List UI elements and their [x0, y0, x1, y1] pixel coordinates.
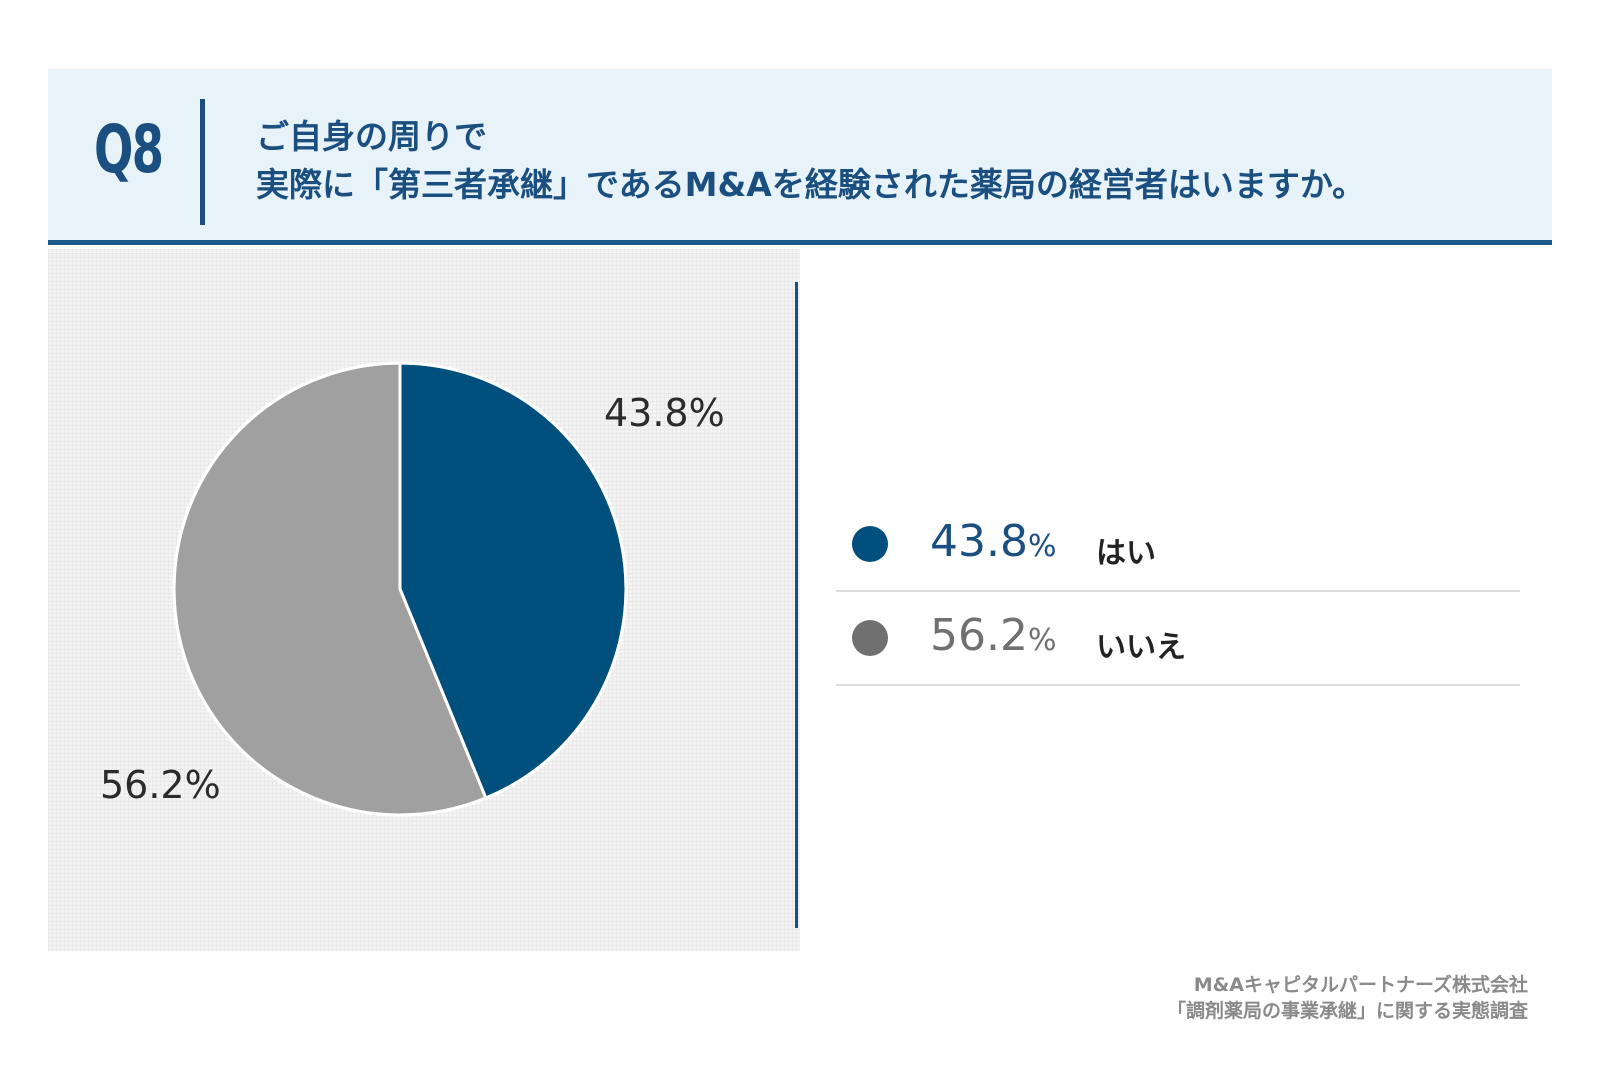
legend-value-no: 56.2	[930, 610, 1028, 661]
legend-label-no: いいえ	[1096, 630, 1186, 665]
legend-dot-no	[852, 620, 888, 656]
legend-percent-no: 56.2%	[930, 610, 1056, 661]
legend-unit-no: %	[1027, 623, 1057, 658]
question-header: Q8 ご自身の周りで 実際に「第三者承継」であるM&Aを経験された薬局の経営者は…	[48, 69, 1552, 245]
pie-outline	[172, 361, 628, 817]
legend-dot-yes	[852, 526, 888, 562]
source-credit: M&Aキャピタルパートナーズ株式会社 「調剤薬局の事業承継」に関する実態調査	[1167, 972, 1528, 1024]
legend-item-no: 56.2% いいえ	[836, 592, 1520, 686]
slice-label-no: 56.2%	[100, 763, 221, 807]
legend-value-yes: 43.8	[930, 516, 1028, 567]
question-title: ご自身の周りで 実際に「第三者承継」であるM&Aを経験された薬局の経営者はいます…	[256, 113, 1365, 209]
legend-unit-yes: %	[1027, 529, 1057, 564]
panel-divider	[795, 282, 798, 928]
legend-item-yes: 43.8% はい	[836, 498, 1520, 592]
chart-panel: 43.8% 56.2%	[48, 249, 800, 951]
slice-label-yes: 43.8%	[604, 391, 725, 435]
question-title-line-1: ご自身の周りで	[256, 117, 487, 156]
legend-percent-yes: 43.8%	[930, 516, 1056, 567]
question-number: Q8	[94, 111, 164, 188]
credit-survey: 「調剤薬局の事業承継」に関する実態調査	[1166, 1000, 1528, 1022]
credit-company: M&Aキャピタルパートナーズ株式会社	[1193, 974, 1528, 996]
header-divider	[200, 99, 205, 225]
pie-chart	[172, 361, 628, 817]
question-title-line-2: 実際に「第三者承継」であるM&Aを経験された薬局の経営者はいますか。	[256, 165, 1366, 204]
legend-label-yes: はい	[1096, 536, 1156, 571]
